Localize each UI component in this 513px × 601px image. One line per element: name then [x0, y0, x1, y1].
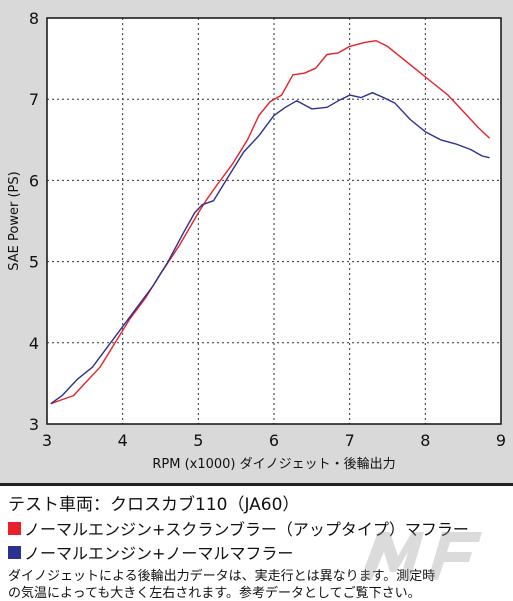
- x-tick-label: 7: [345, 431, 355, 450]
- x-tick-label: 5: [193, 431, 203, 450]
- series-line-scrambler: [50, 40, 491, 405]
- test-vehicle-label: テスト車両：クロスカブ110（JA60）: [8, 495, 300, 515]
- x-tick-label: 6: [269, 431, 279, 450]
- y-tick-label: 3: [29, 415, 39, 434]
- y-axis-label: SAE Power (PS): [7, 171, 22, 270]
- x-axis-label: RPM (x1000) ダイノジェット・後輪出力: [152, 456, 395, 472]
- divider: [0, 483, 513, 486]
- note-line-1: ダイノジェットによる後輪出力データは、実走行とは異なります。測定時: [8, 569, 436, 584]
- legend-swatch-red: [8, 521, 21, 535]
- legend-label-normal: ノーマルエンジン+ノーマルマフラー: [24, 544, 294, 563]
- y-tick-label: 5: [29, 253, 39, 272]
- series-line-normal: [50, 92, 490, 405]
- legend-swatch-blue: [8, 545, 21, 559]
- series-layer: [50, 40, 491, 405]
- y-tick-label: 7: [29, 90, 39, 109]
- chart-area: 3 4 5 6 7 8 9 3 4 5 6 7 8 SAE Power (PS) RPM (x1000)…: [0, 0, 513, 483]
- y-tick-label: 8: [29, 9, 39, 28]
- plot-frame: [46, 17, 502, 425]
- power-chart: 3 4 5 6 7 8 9 3 4 5 6 7 8 SAE Power (PS) RPM (x1000)…: [7, 9, 506, 472]
- note-line-2: の気温によっても大きく左右されます。参考データとしてご覧下さい。: [8, 586, 421, 601]
- legend-entry-scrambler: ノーマルエンジン+スクランブラー（アップタイプ）マフラー: [8, 516, 469, 540]
- legend-entry-normal: ノーマルエンジン+ノーマルマフラー: [8, 540, 293, 564]
- x-tick-label: 3: [42, 431, 52, 450]
- legend-label-scrambler: ノーマルエンジン+スクランブラー（アップタイプ）マフラー: [24, 520, 469, 539]
- plot-background: [47, 18, 501, 424]
- x-tick-label: 8: [420, 431, 430, 450]
- info-panel: テスト車両：クロスカブ110（JA60） ノーマルエンジン+スクランブラー（アッ…: [0, 486, 513, 601]
- y-tick-label: 4: [29, 334, 39, 353]
- tick-labels: 3 4 5 6 7 8 9 3 4 5 6 7 8: [29, 9, 506, 450]
- x-tick-label: 9: [496, 431, 506, 450]
- y-tick-label: 6: [29, 171, 39, 190]
- mf-watermark-logo-icon: [360, 532, 482, 580]
- x-tick-label: 4: [118, 431, 128, 450]
